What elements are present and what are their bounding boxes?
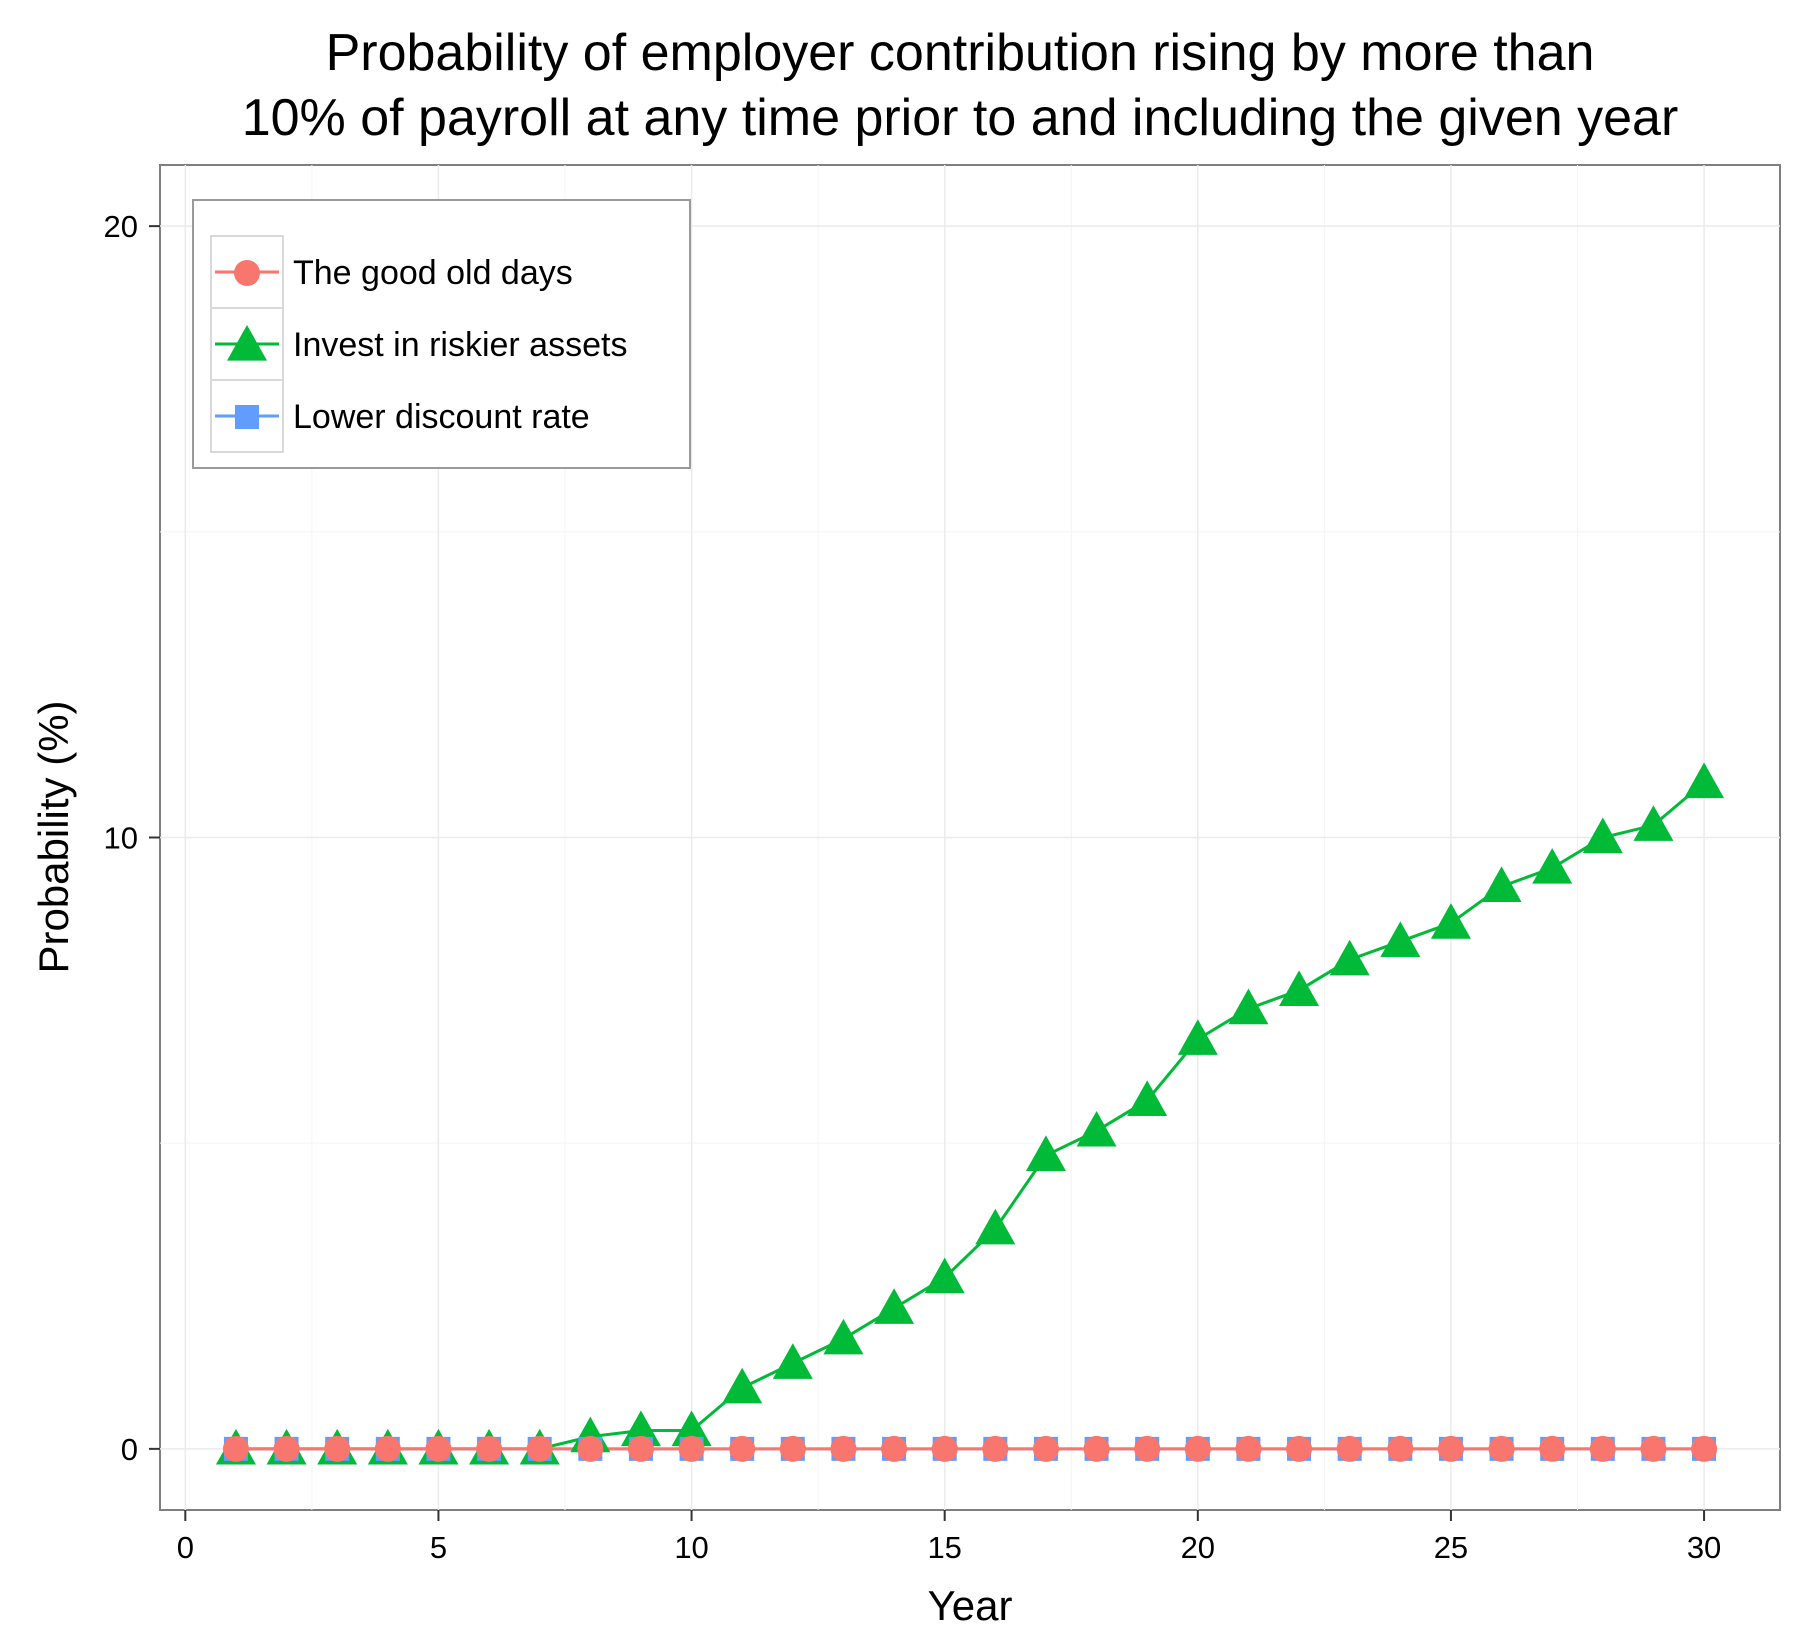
data-point-circle [234, 260, 260, 286]
data-point-triangle [1481, 866, 1522, 903]
y-tick-label: 0 [121, 1432, 138, 1467]
data-point-circle [1691, 1435, 1718, 1462]
data-point-triangle [1430, 903, 1471, 939]
data-point-triangle [1076, 1110, 1117, 1147]
x-tick-label: 20 [1181, 1530, 1215, 1565]
data-point-circle [627, 1435, 654, 1462]
data-point-triangle [1177, 1019, 1218, 1055]
chart-title-line-1: Probability of employer contribution ris… [326, 24, 1595, 82]
data-point-circle [577, 1435, 604, 1462]
data-point-circle [1235, 1435, 1262, 1462]
data-point-triangle [924, 1257, 965, 1294]
data-point-circle [729, 1435, 756, 1462]
data-point-square [235, 405, 259, 429]
data-point-circle [273, 1435, 300, 1462]
data-point-circle [1387, 1435, 1414, 1462]
legend: The good old days Invest in riskier asset… [192, 199, 691, 469]
data-point-circle [1336, 1435, 1363, 1462]
data-point-circle [1539, 1435, 1566, 1462]
data-point-circle [1589, 1435, 1616, 1462]
data-point-triangle [1025, 1135, 1066, 1172]
data-point-circle [476, 1435, 503, 1462]
chart-title-line-2: 10% of payroll at any time prior to and … [242, 89, 1679, 147]
data-point-circle [982, 1435, 1009, 1462]
data-point-triangle [1633, 805, 1674, 841]
data-point-triangle [1329, 939, 1370, 976]
x-tick-label: 25 [1434, 1530, 1468, 1565]
data-point-triangle [1582, 817, 1623, 854]
legend-label: Invest in riskier assets [293, 326, 627, 364]
data-point-triangle [874, 1288, 915, 1324]
x-tick-label: 30 [1687, 1530, 1721, 1565]
data-point-circle [1134, 1435, 1161, 1462]
data-point-triangle [823, 1318, 864, 1355]
x-tick-label: 0 [177, 1530, 194, 1565]
data-point-triangle [722, 1367, 763, 1404]
y-tick-label: 20 [104, 209, 138, 244]
data-point-triangle [1684, 762, 1725, 799]
x-tick-label: 10 [674, 1530, 708, 1565]
data-point-circle [678, 1435, 705, 1462]
legend-label: Lower discount rate [293, 398, 590, 436]
x-axis-title: Year [928, 1582, 1013, 1629]
data-point-circle [1286, 1435, 1313, 1462]
y-axis-title: Probability (%) [30, 700, 77, 973]
data-point-circle [1083, 1435, 1110, 1462]
data-point-circle [222, 1435, 249, 1462]
data-point-circle [1488, 1435, 1515, 1462]
data-point-circle [830, 1435, 857, 1462]
data-point-circle [1184, 1435, 1211, 1462]
data-point-circle [374, 1435, 401, 1462]
data-point-triangle [1532, 848, 1573, 884]
data-point-triangle [1279, 970, 1320, 1006]
data-point-triangle [1380, 921, 1421, 958]
data-point-circle [526, 1435, 553, 1462]
data-point-triangle [975, 1208, 1016, 1245]
x-tick-label: 15 [927, 1530, 961, 1565]
series-group [215, 762, 1725, 1465]
data-point-circle [881, 1435, 908, 1462]
legend-label: The good old days [293, 254, 573, 292]
data-point-circle [1437, 1435, 1464, 1462]
data-point-circle [931, 1435, 958, 1462]
data-point-triangle [1228, 988, 1269, 1025]
axes: 0 5 10 15 20 25 30 0 10 20 [104, 209, 1722, 1565]
data-point-circle [1032, 1435, 1059, 1462]
data-point-triangle [1127, 1080, 1168, 1116]
data-point-circle [425, 1435, 452, 1462]
data-point-circle [1640, 1435, 1667, 1462]
data-point-triangle [772, 1343, 813, 1379]
data-point-circle [324, 1435, 351, 1462]
y-tick-label: 10 [104, 821, 138, 856]
data-point-circle [779, 1435, 806, 1462]
x-tick-label: 5 [430, 1530, 447, 1565]
data-point-triangle [227, 325, 267, 361]
